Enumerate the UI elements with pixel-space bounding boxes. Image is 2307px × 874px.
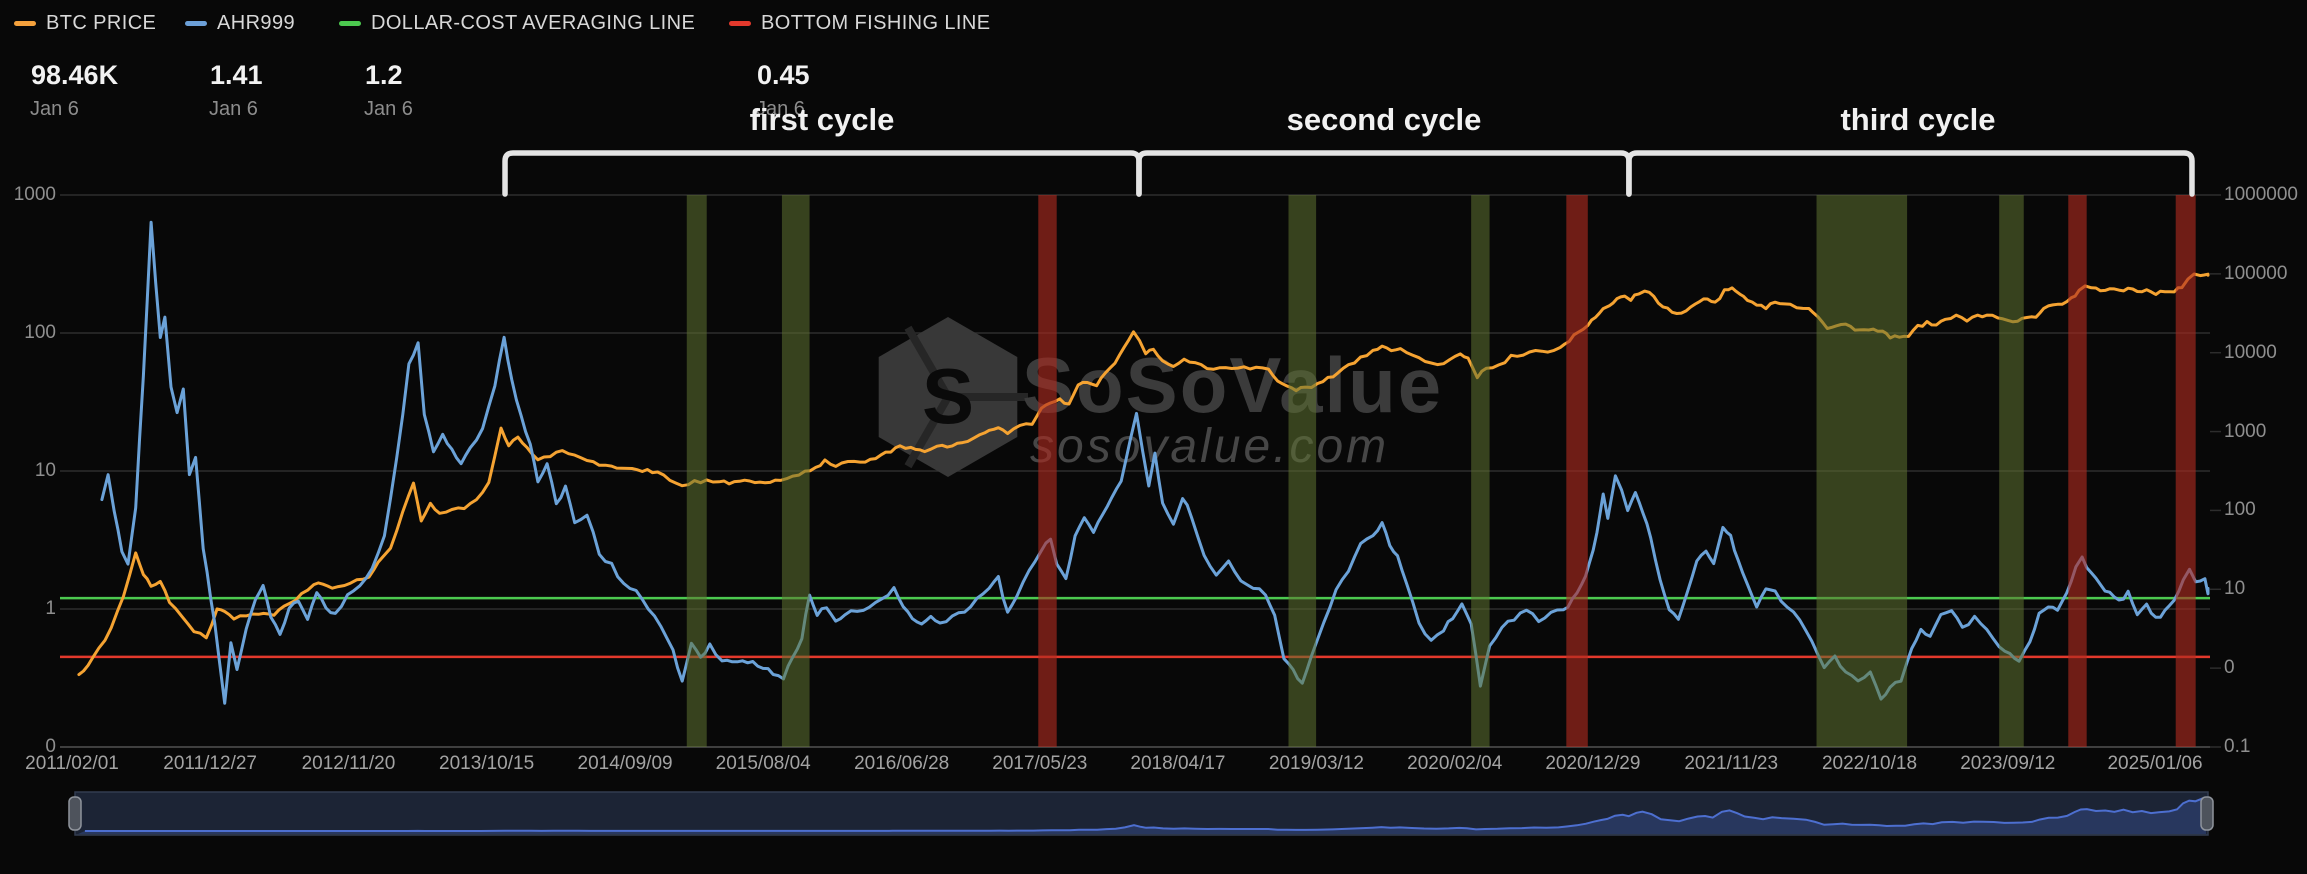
legend-item-ahr999[interactable]: AHR999 1.41 Jan 6 (185, 10, 295, 120)
x-axis-tick-label: 2020/02/04 (1407, 753, 1503, 774)
left-axis-tick-label: 1000 (13, 184, 56, 205)
right-axis-tick-label: 100 (2224, 499, 2256, 521)
watermark: S SoSoValue sosovalue.com (878, 317, 1443, 477)
buy-zone-band (1471, 195, 1490, 747)
buy-zone-band (1288, 195, 1317, 747)
legend-item-bottom-fishing-line[interactable]: BOTTOM FISHING LINE 0.45 Jan 6 (729, 10, 991, 120)
right-axis-tick-label: 0 (2224, 657, 2235, 679)
buy-zone-band (781, 195, 810, 747)
x-axis-tick-label: 2013/10/15 (439, 753, 535, 774)
x-axis-tick-label: 2011/12/27 (163, 753, 257, 774)
right-axis-tick-label: 1000 (2224, 420, 2267, 442)
legend-label: AHR999 (217, 11, 295, 34)
x-axis-tick-label: 2016/06/28 (854, 753, 950, 774)
cycle-label-first: first cycle (749, 102, 895, 137)
x-axis-tick-label: 2011/02/01 (25, 753, 119, 774)
x-axis-tick-label: 2023/09/12 (1960, 753, 2056, 774)
legend-value-date: Jan 6 (364, 98, 413, 120)
legend-dash-icon (14, 20, 36, 26)
x-axis-tick-label: 2015/08/04 (715, 753, 811, 774)
buy-zone-band (1999, 195, 2024, 747)
legend-label: BTC PRICE (46, 11, 157, 34)
watermark-domain: sosovalue.com (1030, 420, 1389, 473)
legend-item-btc-price[interactable]: BTC PRICE 98.46K Jan 6 (14, 10, 157, 120)
legend-item-dollar-cost-averaging-line[interactable]: DOLLAR-COST AVERAGING LINE 1.2 Jan 6 (339, 10, 696, 120)
sosovalue-logo-icon: S (878, 317, 1028, 477)
buy-zone-band (686, 195, 707, 747)
sell-zone-band (2068, 195, 2087, 747)
cycle-label-third: third cycle (1840, 102, 1996, 137)
sell-zone-band (1566, 195, 1588, 747)
cycle-label-second: second cycle (1286, 102, 1482, 137)
right-axis-tick-label: 100000 (2224, 262, 2288, 284)
legend-current-value: 0.45 (757, 60, 810, 90)
watermark-brand: SoSoValue (1022, 341, 1443, 429)
left-axis-tick-label: 0 (45, 736, 56, 757)
legend-value-date: Jan 6 (30, 98, 79, 120)
navigator[interactable] (68, 791, 2214, 836)
signal-bands (686, 195, 2196, 747)
legend-current-value: 1.41 (210, 60, 263, 90)
x-axis-tick-label: 2022/10/18 (1821, 753, 1918, 774)
right-axis-tick-label: 10000 (2224, 341, 2277, 363)
right-axis-tick-label: 1000000 (2224, 184, 2298, 205)
x-axis-tick-label: 2012/11/20 (301, 753, 396, 774)
navigator-right-handle[interactable] (2200, 796, 2214, 831)
legend-label: DOLLAR-COST AVERAGING LINE (371, 11, 696, 34)
buy-zone-band (1816, 195, 1908, 747)
legend-dash-icon (729, 20, 751, 26)
left-axis-tick-label: 1 (45, 598, 56, 619)
left-axis-tick-label: 100 (24, 322, 56, 343)
sell-zone-band (2175, 195, 2196, 747)
x-axis-tick-label: 2018/04/17 (1130, 753, 1226, 774)
cycle-brackets (502, 150, 2195, 197)
left-axis-tick-label: 10 (34, 460, 56, 481)
legend-dash-icon (185, 20, 207, 26)
legend-current-value: 98.46K (31, 60, 119, 90)
legend-label: BOTTOM FISHING LINE (761, 11, 991, 34)
x-axis-tick-label: 2020/12/29 (1545, 753, 1641, 774)
right-axis-tick-label: 0.1 (2224, 735, 2251, 757)
navigator-left-handle[interactable] (68, 796, 82, 831)
legend-dash-icon (339, 20, 361, 26)
right-axis-tick-label: 10 (2224, 578, 2246, 600)
x-axis-tick-label: 2017/05/23 (992, 753, 1088, 774)
x-axis-tick-label: 2014/09/09 (577, 753, 673, 774)
svg-text:S: S (922, 352, 974, 440)
x-axis-tick-label: 2025/01/06 (2107, 753, 2203, 774)
legend-current-value: 1.2 (365, 60, 403, 90)
x-axis-tick-label: 2021/11/23 (1684, 753, 1779, 774)
legend-value-date: Jan 6 (756, 98, 805, 120)
x-axis-tick-label: 2019/03/12 (1268, 753, 1364, 774)
navigator-line (84, 797, 2207, 832)
legend-value-date: Jan 6 (209, 98, 258, 120)
navigator-area-chart (78, 798, 2206, 834)
sell-zone-band (1038, 195, 1057, 747)
